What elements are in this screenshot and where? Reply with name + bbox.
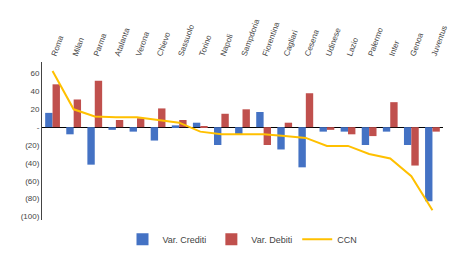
svg-text:Fiorentina: Fiorentina: [261, 20, 282, 57]
svg-text:Inter: Inter: [387, 39, 401, 57]
svg-text:(60): (60): [25, 177, 40, 186]
svg-text:Sampdoria: Sampdoria: [240, 18, 262, 58]
svg-text:Cagliari: Cagliari: [282, 29, 300, 58]
svg-text:Juventus: Juventus: [430, 24, 449, 57]
svg-text:Roma: Roma: [50, 34, 66, 58]
svg-text:(100): (100): [21, 212, 40, 221]
svg-text:-: -: [37, 123, 40, 132]
svg-text:Palermo: Palermo: [366, 26, 385, 58]
svg-text:Var. Crediti: Var. Crediti: [163, 235, 207, 245]
svg-text:Napoli: Napoli: [219, 33, 235, 58]
svg-text:Genoa: Genoa: [409, 31, 426, 57]
svg-text:Chievo: Chievo: [155, 30, 172, 57]
svg-text:Milan: Milan: [71, 36, 86, 57]
svg-text:(20): (20): [25, 141, 40, 150]
svg-text:(40): (40): [25, 159, 40, 168]
svg-text:Lazio: Lazio: [345, 36, 360, 58]
svg-text:Sassuolo: Sassuolo: [176, 23, 196, 58]
svg-text:40: 40: [30, 87, 39, 96]
svg-text:20: 20: [30, 105, 39, 114]
svg-text:CCN: CCN: [337, 235, 357, 245]
svg-text:(80): (80): [25, 194, 40, 203]
svg-text:Torino: Torino: [197, 33, 213, 57]
svg-text:Parma: Parma: [92, 32, 109, 58]
svg-text:Udinese: Udinese: [324, 26, 343, 57]
svg-text:Var. Debiti: Var. Debiti: [251, 235, 292, 245]
svg-text:Cesena: Cesena: [303, 28, 321, 58]
svg-text:Atalanta: Atalanta: [113, 26, 132, 57]
svg-text:60: 60: [30, 69, 39, 78]
svg-text:Verona: Verona: [134, 30, 151, 57]
